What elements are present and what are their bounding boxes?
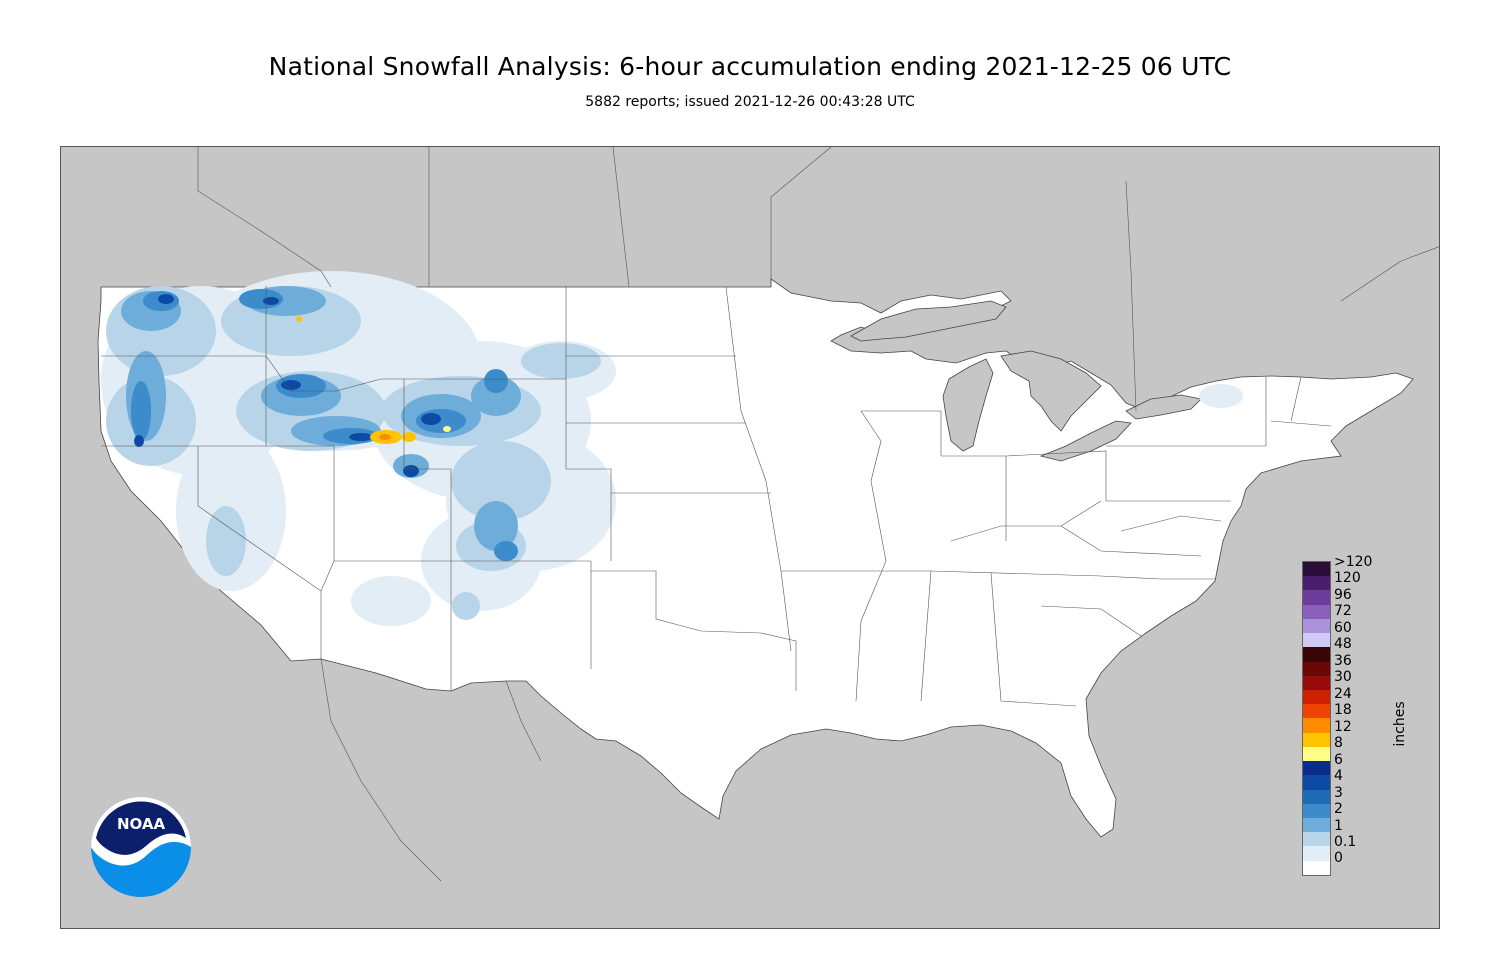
colorbar-tick-label: 96 xyxy=(1334,586,1352,603)
colorbar-tick-label: 4 xyxy=(1334,768,1343,785)
colorbar-tick-label: 18 xyxy=(1334,702,1352,719)
colorbar-tick-label: 0.1 xyxy=(1334,833,1357,850)
colorbar-labels: >120 120 96 72 60 48 36 30 24 18 12 8 6 4 3 2 1 0.1 0 xyxy=(1334,554,1372,867)
colorbar-swatch xyxy=(1303,618,1330,634)
colorbar-swatch xyxy=(1303,775,1330,790)
noaa-logo: NOAA xyxy=(91,797,191,897)
colorbar-swatch xyxy=(1303,604,1330,619)
map-subtitle: 5882 reports; issued 2021-12-26 00:43:28… xyxy=(585,94,915,110)
colorbar-tick-label: 120 xyxy=(1334,570,1361,587)
colorbar-tick-label: >120 xyxy=(1334,554,1373,570)
colorbar-swatch xyxy=(1303,832,1330,847)
snowfall-map xyxy=(60,146,1440,929)
colorbar-swatch xyxy=(1303,761,1330,776)
noaa-logo-text: NOAA xyxy=(117,815,166,833)
colorbar-units-label: inches xyxy=(1392,701,1408,747)
colorbar-tick-label: 12 xyxy=(1334,718,1352,735)
colorbar-tick-label: 48 xyxy=(1334,636,1352,653)
state-borders xyxy=(101,286,1332,707)
colorbar-swatch xyxy=(1303,789,1330,804)
snow-4in xyxy=(134,294,441,477)
colorbar-tick-label: 2 xyxy=(1334,801,1343,818)
colorbar-tick-label: 0 xyxy=(1334,850,1343,867)
colorbar-tick-label: 1 xyxy=(1334,817,1343,834)
colorbar-swatch xyxy=(1303,846,1330,861)
colorbar-swatch xyxy=(1303,562,1330,577)
map-title: National Snowfall Analysis: 6-hour accum… xyxy=(268,52,1232,81)
lake-superior xyxy=(850,300,1007,342)
colorbar-tick-label: 3 xyxy=(1334,784,1343,801)
colorbar-swatch xyxy=(1303,647,1330,662)
colorbar-tick-label: 36 xyxy=(1334,652,1352,669)
colorbar-tick-label: 30 xyxy=(1334,669,1352,686)
snow-heavy xyxy=(296,316,451,444)
colorbar-swatch xyxy=(1303,732,1330,747)
colorbar-tick-label: 72 xyxy=(1334,603,1352,620)
lake-huron xyxy=(1000,350,1102,432)
colorbar-swatch xyxy=(1303,704,1330,719)
colorbar-swatch xyxy=(1303,746,1330,762)
colorbar-swatch xyxy=(1303,590,1330,605)
lake-erie xyxy=(1039,420,1132,462)
colorbar-tick-label: 6 xyxy=(1334,751,1343,768)
colorbar-tick-label: 24 xyxy=(1334,685,1352,702)
colorbar xyxy=(1302,561,1331,876)
colorbar-swatch xyxy=(1303,718,1330,733)
colorbar-swatch xyxy=(1303,675,1330,690)
foreign-borders xyxy=(197,147,1439,882)
colorbar-swatch xyxy=(1303,576,1330,591)
lake-ontario xyxy=(1125,394,1202,420)
colorbar-swatch xyxy=(1303,689,1330,705)
colorbar-swatch xyxy=(1303,860,1330,875)
colorbar-tick-label: 8 xyxy=(1334,735,1343,752)
great-lakes xyxy=(850,300,1202,462)
colorbar-swatch xyxy=(1303,817,1330,833)
colorbar-swatch xyxy=(1303,803,1330,818)
map-canvas xyxy=(61,147,1439,928)
lake-michigan xyxy=(942,358,994,452)
colorbar-swatch xyxy=(1303,661,1330,676)
colorbar-swatch xyxy=(1303,633,1330,648)
snow-2in xyxy=(131,289,518,561)
colorbar-tick-label: 60 xyxy=(1334,619,1352,636)
